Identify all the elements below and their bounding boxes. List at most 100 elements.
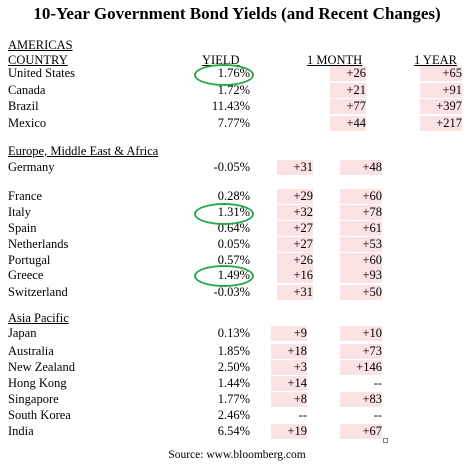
one-month-cell: +19 — [271, 424, 307, 439]
table-row: New Zealand 2.50% +3 +146 — [0, 360, 474, 375]
one-year-cell: +397 — [420, 99, 462, 114]
country-cell: South Korea — [8, 408, 71, 422]
one-year-cell: +10 — [340, 326, 382, 341]
yield-cell: -0.03% — [213, 285, 250, 299]
one-year-cell: +67 — [340, 424, 382, 439]
emea-section-label: Europe, Middle East & Africa — [8, 144, 159, 158]
country-cell: Netherlands — [8, 237, 69, 251]
table-row: Mexico 7.77% +44 +217 — [0, 116, 474, 131]
one-month-cell: -- — [298, 408, 307, 422]
one-month-cell: +21 — [330, 83, 366, 98]
highlight-circle-united-states — [194, 64, 254, 86]
one-month-cell: +8 — [271, 392, 307, 407]
table-row: Japan 0.13% +9 +10 — [0, 326, 474, 341]
country-cell: Portugal — [8, 253, 51, 267]
yield-cell: 1.85% — [217, 344, 250, 358]
table-row: Switzerland -0.03% +31 +50 — [0, 285, 474, 300]
country-cell: Brazil — [8, 99, 39, 113]
one-month-cell: +26 — [330, 66, 366, 81]
one-year-cell: +60 — [340, 189, 382, 204]
yield-cell: 1.44% — [217, 376, 250, 390]
one-year-cell: +217 — [420, 116, 462, 131]
yield-cell: 2.50% — [217, 360, 250, 374]
one-month-cell: +29 — [277, 189, 313, 204]
table-row: Brazil 11.43% +77 +397 — [0, 99, 474, 114]
one-month-cell: +14 — [271, 376, 307, 391]
one-month-cell: +16 — [277, 268, 313, 283]
country-cell: Japan — [8, 326, 37, 340]
one-year-cell: +93 — [340, 268, 382, 283]
country-cell: Italy — [8, 205, 31, 219]
one-year-cell: +91 — [420, 83, 462, 98]
table-row: India 6.54% +19 +67 — [0, 424, 474, 439]
one-year-cell: +60 — [340, 253, 382, 268]
yield-cell: 0.05% — [217, 237, 250, 251]
one-year-cell: -- — [373, 376, 382, 390]
one-year-cell: -- — [373, 408, 382, 422]
country-column-header: COUNTRY — [8, 53, 68, 67]
table-row: Hong Kong 1.44% +14 -- — [0, 376, 474, 391]
one-year-cell: +78 — [340, 205, 382, 220]
table-row: Canada 1.72% +21 +91 — [0, 83, 474, 98]
table-row: France 0.28% +29 +60 — [0, 189, 474, 204]
table-row: Germany -0.05% +31 +48 — [0, 160, 474, 175]
yield-cell: -0.05% — [213, 160, 250, 174]
one-year-cell: +65 — [420, 66, 462, 81]
one-year-cell: +146 — [340, 360, 382, 375]
resize-handle-icon — [383, 438, 388, 443]
one-year-cell: +61 — [340, 221, 382, 236]
one-month-cell: +26 — [277, 253, 313, 268]
one-month-cell: +18 — [271, 344, 307, 359]
yield-cell: 2.46% — [217, 408, 250, 422]
one-month-column-header: 1 MONTH — [307, 53, 363, 67]
source-note: Source: www.bloomberg.com — [168, 449, 306, 461]
table-row: South Korea 2.46% -- -- — [0, 408, 474, 423]
one-year-cell: +83 — [340, 392, 382, 407]
country-cell: Germany — [8, 160, 55, 174]
one-month-cell: +27 — [277, 237, 313, 252]
table-row: Spain 0.64% +27 +61 — [0, 221, 474, 236]
americas-section-label: AMERICAS — [8, 38, 73, 52]
one-year-cell: +73 — [340, 344, 382, 359]
table-row: Australia 1.85% +18 +73 — [0, 344, 474, 359]
one-year-cell: +48 — [340, 160, 382, 175]
yield-cell: 0.13% — [217, 326, 250, 340]
yield-cell: 6.54% — [217, 424, 250, 438]
one-month-cell: +3 — [271, 360, 307, 375]
yield-cell: 7.77% — [217, 116, 250, 130]
country-cell: Hong Kong — [8, 376, 67, 390]
one-year-column-header: 1 YEAR — [414, 53, 457, 67]
one-year-cell: +50 — [340, 285, 382, 300]
one-month-cell: +44 — [330, 116, 366, 131]
country-cell: New Zealand — [8, 360, 75, 374]
highlight-circle-italy — [194, 203, 254, 225]
country-cell: India — [8, 424, 34, 438]
page-title: 10-Year Government Bond Yields (and Rece… — [33, 4, 441, 23]
one-month-cell: +31 — [277, 160, 313, 175]
country-cell: Australia — [8, 344, 54, 358]
table-row: Singapore 1.77% +8 +83 — [0, 392, 474, 407]
country-cell: United States — [8, 66, 76, 80]
one-year-cell: +53 — [340, 237, 382, 252]
yield-cell: 1.72% — [217, 83, 250, 97]
country-cell: Switzerland — [8, 285, 68, 299]
country-cell: Canada — [8, 83, 46, 97]
country-cell: Spain — [8, 221, 37, 235]
country-cell: Mexico — [8, 116, 47, 130]
country-cell: Greece — [8, 268, 44, 282]
asia-section-label: Asia Pacific — [8, 311, 69, 325]
table-row: Netherlands 0.05% +27 +53 — [0, 237, 474, 252]
country-cell: Singapore — [8, 392, 59, 406]
yield-cell: 0.28% — [217, 189, 250, 203]
yield-cell: 0.57% — [217, 253, 250, 267]
country-cell: France — [8, 189, 43, 203]
one-month-cell: +9 — [271, 326, 307, 341]
table-row: Portugal 0.57% +26 +60 — [0, 253, 474, 268]
one-month-cell: +32 — [277, 205, 313, 220]
one-month-cell: +27 — [277, 221, 313, 236]
yield-cell: 1.77% — [217, 392, 250, 406]
yield-cell: 11.43% — [211, 99, 250, 113]
one-month-cell: +77 — [330, 99, 366, 114]
highlight-circle-greece — [194, 265, 254, 287]
one-month-cell: +31 — [277, 285, 313, 300]
